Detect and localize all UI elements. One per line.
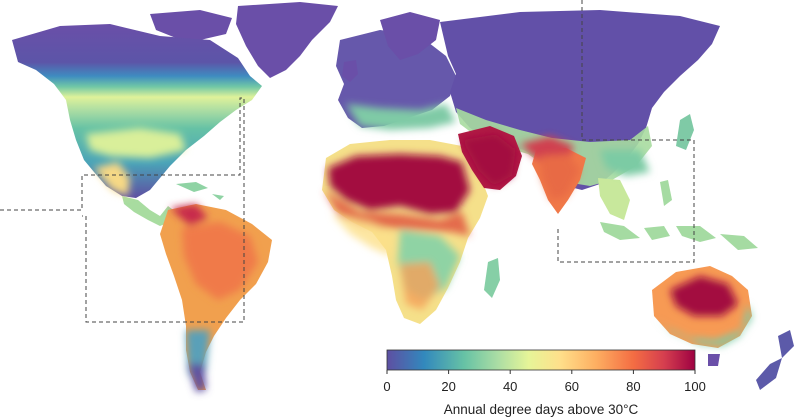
madagascar <box>484 258 500 298</box>
legend-colorbar <box>386 349 696 371</box>
indonesia <box>600 222 758 250</box>
americas-frame <box>0 97 245 323</box>
southeast-asia <box>598 178 630 220</box>
tasmania <box>708 354 720 366</box>
caribbean <box>176 182 224 200</box>
legend-tick-60: 60 <box>565 379 579 394</box>
north-america <box>12 24 262 198</box>
legend-tick-20: 20 <box>441 379 455 394</box>
japan <box>676 114 694 150</box>
legend-ticks <box>386 370 696 374</box>
europe <box>336 30 456 128</box>
philippines <box>660 180 672 206</box>
legend-tick-0: 0 <box>383 379 390 394</box>
scandinavia <box>380 12 440 60</box>
heat-overlays <box>86 104 752 392</box>
new-zealand <box>756 330 794 390</box>
greenland <box>236 2 338 78</box>
central-america <box>122 196 176 226</box>
legend-tick-100: 100 <box>684 379 706 394</box>
legend-tick-40: 40 <box>503 379 517 394</box>
legend: 0 20 40 60 80 100 Annual degree days abo… <box>383 349 706 417</box>
legend-tick-80: 80 <box>626 379 640 394</box>
legend-title: Annual degree days above 30°C <box>444 402 639 417</box>
arctic-islands <box>150 10 232 40</box>
region-frames <box>0 0 695 323</box>
uk <box>342 60 358 82</box>
